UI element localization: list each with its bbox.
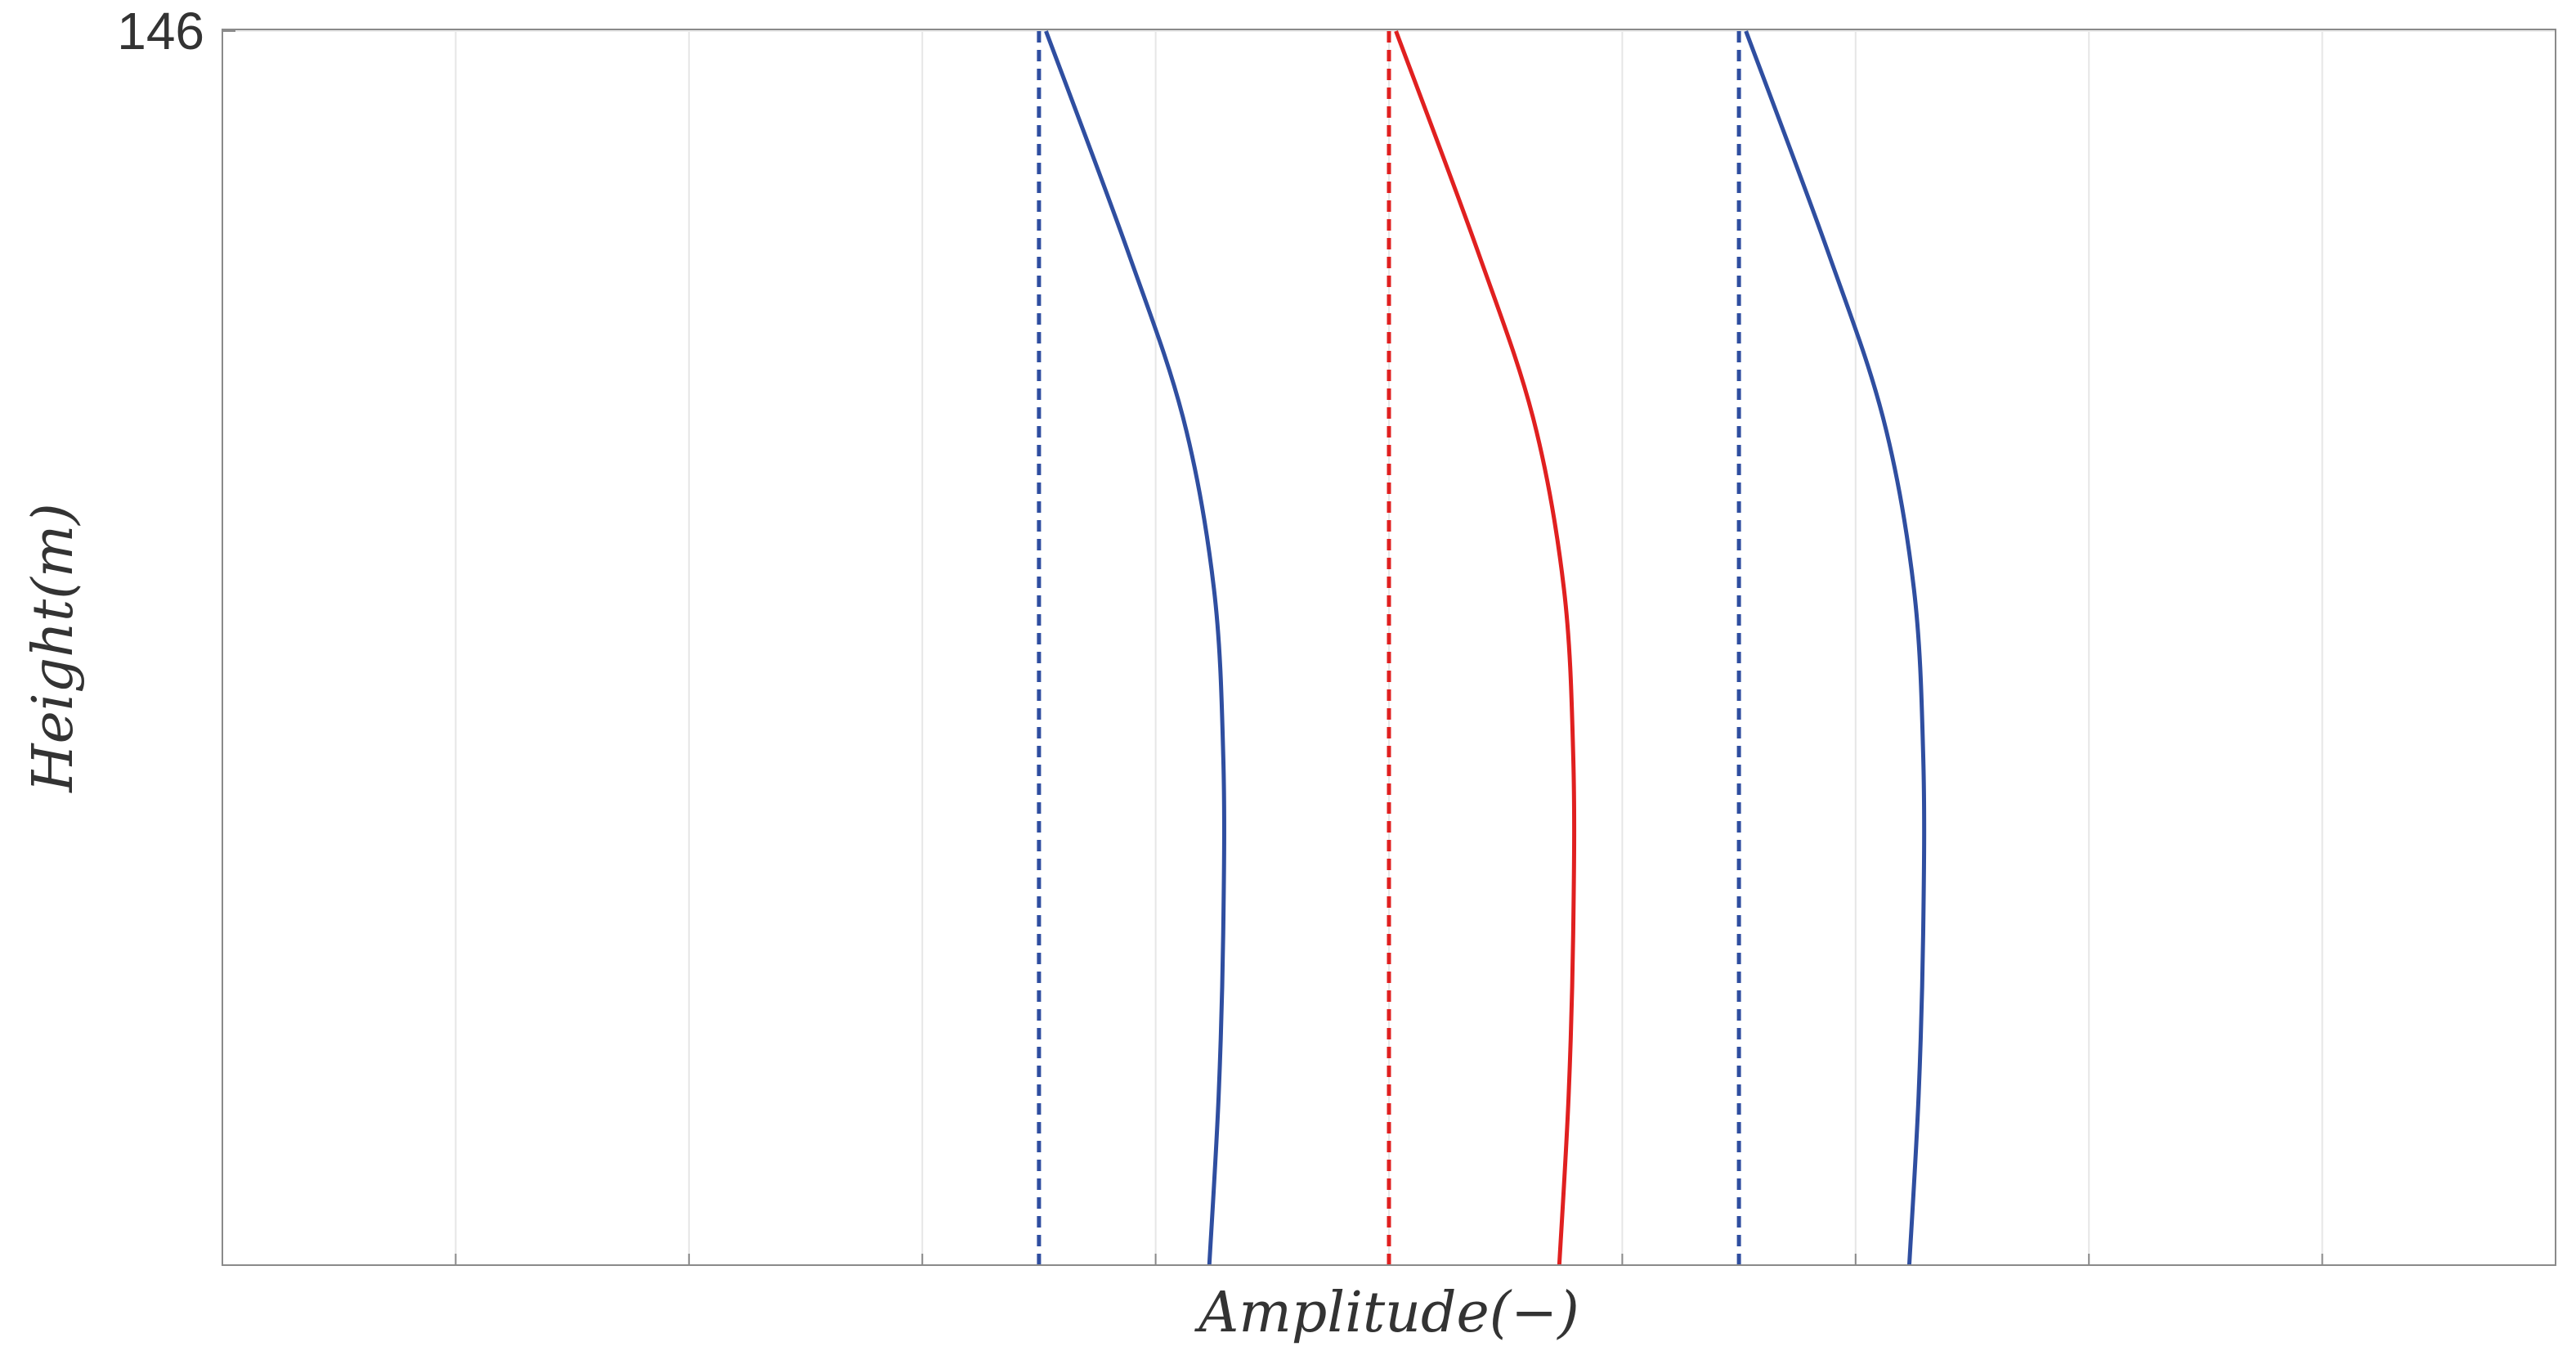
- y-axis-label: Height(m): [21, 503, 86, 793]
- series-line-2-solid: [1044, 30, 1226, 1266]
- grid-layer: [222, 29, 2556, 1265]
- series-line-4-solid: [1394, 30, 1577, 1266]
- x-axis-label: Amplitude(−): [1194, 1281, 1579, 1345]
- plot-frame: [222, 29, 2556, 1266]
- series-line-6-solid: [1744, 30, 1927, 1266]
- tick-layer: 146: [117, 2, 235, 61]
- y-tick-label-1: 146: [117, 2, 204, 61]
- series-layer: [1037, 30, 1927, 1266]
